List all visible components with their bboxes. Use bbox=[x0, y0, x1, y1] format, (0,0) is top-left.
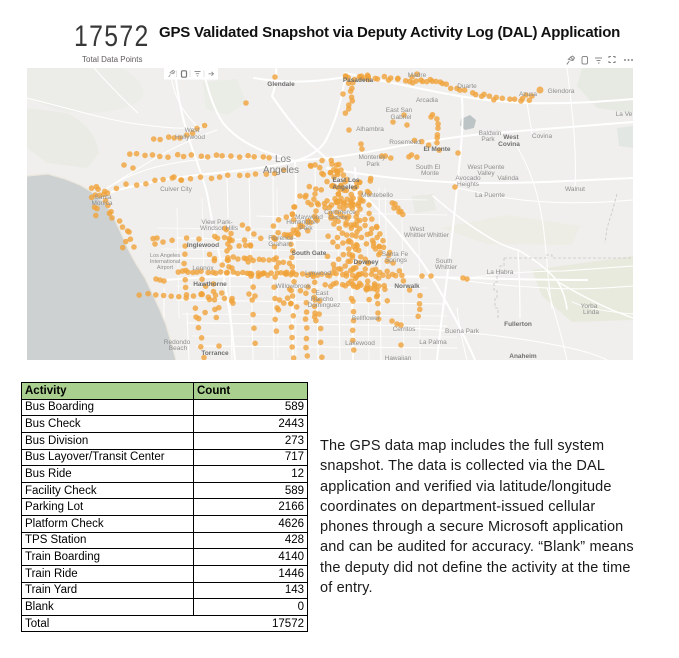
svg-text:Commerce: Commerce bbox=[324, 209, 356, 216]
svg-text:Linda: Linda bbox=[583, 309, 599, 316]
svg-text:Cudahy: Cudahy bbox=[329, 215, 348, 221]
svg-text:Alhambra: Alhambra bbox=[356, 126, 384, 133]
svg-text:South El: South El bbox=[416, 164, 441, 171]
svg-text:Los: Los bbox=[275, 154, 291, 165]
svg-text:Dominguez: Dominguez bbox=[308, 302, 341, 309]
svg-text:Walnut: Walnut bbox=[565, 186, 585, 193]
svg-text:Yorba: Yorba bbox=[581, 303, 598, 310]
svg-text:Baldwin: Baldwin bbox=[479, 130, 502, 137]
svg-text:Huntington: Huntington bbox=[286, 219, 318, 226]
svg-text:Rosemead: Rosemead bbox=[389, 139, 421, 146]
svg-text:West: West bbox=[503, 134, 519, 141]
svg-text:Angeles: Angeles bbox=[332, 184, 358, 191]
svg-text:Covina: Covina bbox=[532, 133, 553, 140]
svg-text:Park: Park bbox=[366, 161, 380, 168]
svg-text:Lynwood: Lynwood bbox=[305, 270, 331, 277]
svg-text:Santa: Santa bbox=[95, 194, 112, 201]
svg-text:Culver City: Culver City bbox=[160, 186, 193, 193]
svg-text:Monica: Monica bbox=[92, 200, 113, 207]
svg-text:View Park-: View Park- bbox=[201, 219, 232, 226]
svg-text:Buena Park: Buena Park bbox=[445, 328, 480, 335]
svg-text:East Los: East Los bbox=[332, 177, 359, 184]
svg-text:Valley: Valley bbox=[477, 170, 495, 177]
svg-text:Torrance: Torrance bbox=[201, 350, 229, 357]
svg-text:Covina: Covina bbox=[498, 141, 520, 148]
svg-text:Arcadia: Arcadia bbox=[416, 97, 438, 104]
svg-text:Azusa: Azusa bbox=[519, 91, 537, 98]
svg-text:La Puente: La Puente bbox=[475, 192, 505, 199]
svg-text:South Gate: South Gate bbox=[292, 250, 327, 257]
svg-text:Inglewood: Inglewood bbox=[187, 242, 219, 249]
svg-text:Madre: Madre bbox=[408, 72, 427, 79]
svg-text:Florence-: Florence- bbox=[268, 235, 295, 242]
svg-text:Santa Fe: Santa Fe bbox=[382, 251, 409, 258]
svg-text:Whittier: Whittier bbox=[435, 264, 458, 271]
svg-text:Pasadena: Pasadena bbox=[343, 77, 374, 84]
svg-text:Maywood: Maywood bbox=[295, 214, 323, 221]
svg-text:Hollywood: Hollywood bbox=[175, 134, 205, 141]
svg-text:Redondo: Redondo bbox=[164, 339, 191, 346]
svg-text:Whittier: Whittier bbox=[404, 232, 427, 239]
svg-text:La Ve: La Ve bbox=[616, 111, 633, 118]
svg-text:El Monte: El Monte bbox=[423, 146, 450, 153]
svg-text:Fullerton: Fullerton bbox=[504, 321, 532, 328]
svg-text:Angeles: Angeles bbox=[263, 165, 299, 176]
svg-text:Airport: Airport bbox=[157, 265, 174, 271]
svg-text:Duarte: Duarte bbox=[457, 83, 477, 90]
svg-text:Cerritos: Cerritos bbox=[393, 326, 417, 333]
svg-text:Lakewood: Lakewood bbox=[345, 340, 375, 347]
svg-text:Lennox: Lennox bbox=[192, 265, 214, 272]
svg-text:Valinda: Valinda bbox=[497, 175, 519, 182]
svg-text:Willowbrook: Willowbrook bbox=[275, 283, 311, 290]
svg-text:Rancho: Rancho bbox=[311, 296, 334, 303]
svg-text:Heights: Heights bbox=[457, 181, 480, 188]
svg-text:Downey: Downey bbox=[354, 259, 379, 266]
svg-text:La Habra: La Habra bbox=[487, 269, 514, 276]
svg-text:Monterey: Monterey bbox=[358, 154, 386, 161]
svg-text:Graham: Graham bbox=[268, 241, 291, 248]
svg-text:East San: East San bbox=[386, 107, 413, 114]
svg-text:Park: Park bbox=[481, 136, 495, 143]
svg-text:Whittier: Whittier bbox=[427, 232, 450, 239]
svg-text:Windsor Hills: Windsor Hills bbox=[200, 225, 239, 232]
svg-text:Los Angeles: Los Angeles bbox=[150, 253, 180, 259]
svg-text:Hawaiian: Hawaiian bbox=[385, 355, 412, 360]
svg-text:La Palma: La Palma bbox=[419, 339, 447, 346]
svg-text:International: International bbox=[150, 259, 180, 265]
svg-text:Bellflower: Bellflower bbox=[352, 315, 381, 322]
svg-text:Montebello: Montebello bbox=[361, 192, 393, 199]
svg-text:Avocado: Avocado bbox=[455, 175, 481, 182]
svg-text:South: South bbox=[436, 258, 453, 265]
svg-text:Gabriel: Gabriel bbox=[391, 114, 413, 121]
svg-text:Glendora: Glendora bbox=[548, 88, 575, 95]
svg-text:Anaheim: Anaheim bbox=[509, 353, 537, 360]
svg-text:Monte: Monte bbox=[421, 170, 439, 177]
svg-text:Glendale: Glendale bbox=[267, 81, 295, 88]
svg-text:Park: Park bbox=[299, 225, 313, 232]
svg-text:West: West bbox=[410, 226, 425, 233]
svg-text:West Puente: West Puente bbox=[467, 164, 504, 171]
svg-text:Hawthorne: Hawthorne bbox=[193, 281, 227, 288]
svg-text:Beach: Beach bbox=[169, 345, 188, 352]
svg-text:West: West bbox=[185, 127, 200, 134]
svg-text:Springs: Springs bbox=[385, 257, 408, 264]
svg-text:East: East bbox=[315, 290, 328, 297]
svg-text:Norwalk: Norwalk bbox=[394, 283, 420, 290]
